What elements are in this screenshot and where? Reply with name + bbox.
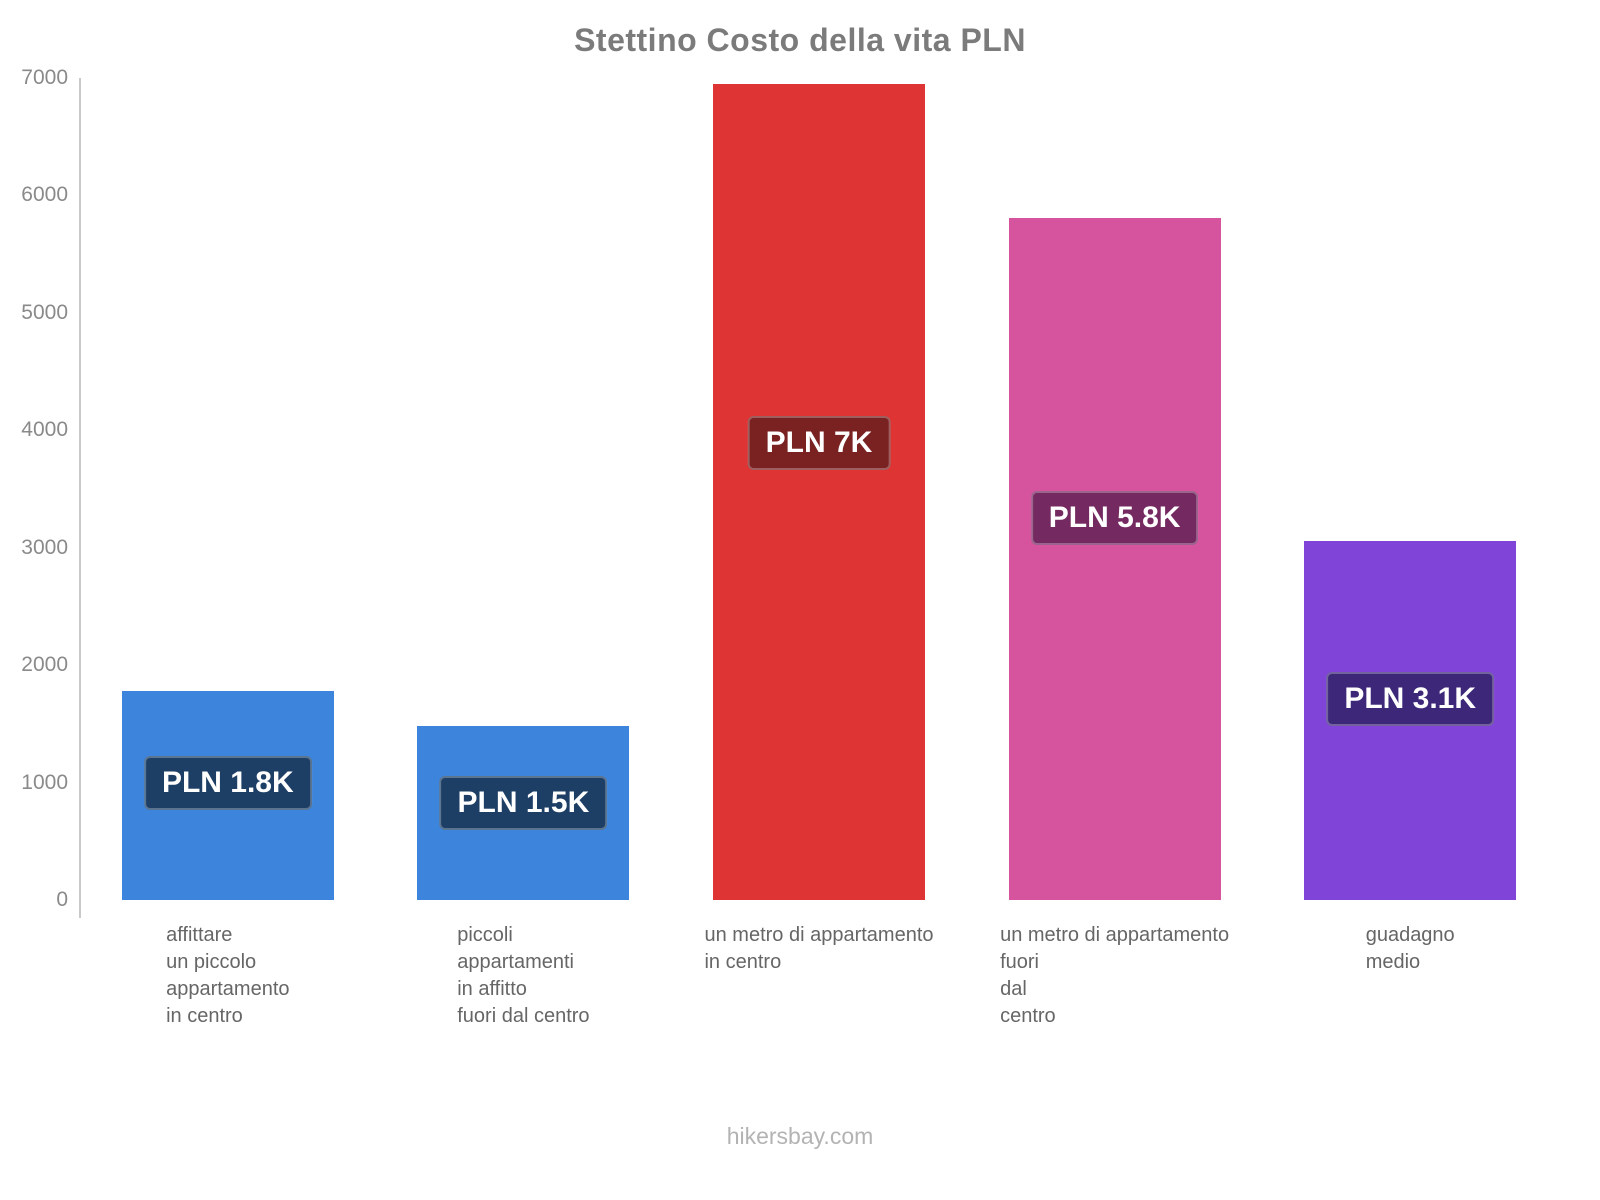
y-tick-label: 0: [56, 888, 68, 911]
y-tick-label: 4000: [21, 418, 68, 442]
bar-value-label: PLN 1.5K: [439, 775, 608, 830]
x-category-label: un metro di appartamento fuori dal centr…: [1000, 924, 1230, 1027]
y-tick-label: 5000: [21, 300, 68, 324]
bar-value-label: PLN 5.8K: [1030, 490, 1199, 545]
bar-value-label: PLN 1.8K: [143, 755, 312, 810]
x-category-label: un metro di appartamento in centro: [704, 924, 934, 973]
y-tick-label: 3000: [21, 535, 68, 559]
x-category-label: piccoli appartamenti in affitto fuori da…: [457, 924, 590, 1027]
bar-value-label: PLN 3.1K: [1326, 671, 1495, 726]
chart-title: Stettino Costo della vita PLN: [574, 22, 1026, 58]
y-tick-label: 7000: [21, 66, 68, 89]
y-tick-label: 1000: [21, 770, 68, 794]
plot-area: 0 1000 2000 3000 4000 5000 6000 7000 PLN 1.8K aff…: [21, 66, 1558, 1027]
y-tick-label: 2000: [21, 653, 68, 677]
y-axis-line: [79, 78, 81, 918]
y-tick-label: 6000: [21, 183, 68, 207]
bar: [1008, 217, 1221, 900]
footer-watermark: hikersbay.com: [726, 1123, 874, 1149]
bar: [713, 83, 925, 900]
x-category-label: guadagno medio: [1365, 924, 1455, 973]
bar-value-label: PLN 7K: [747, 415, 891, 470]
x-category-label: affittare un piccolo appartamento in cen…: [166, 924, 290, 1027]
